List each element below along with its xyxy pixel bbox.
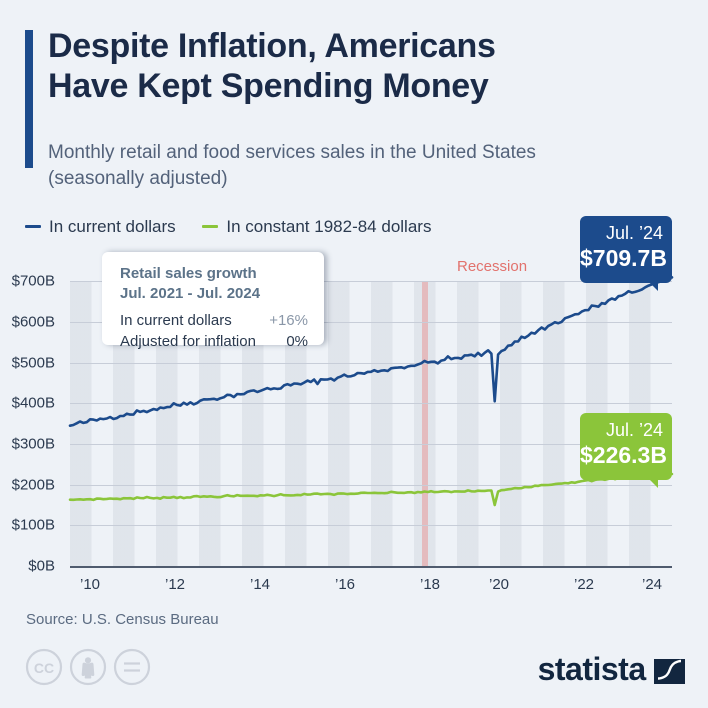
svg-text:CC: CC [34, 660, 54, 676]
